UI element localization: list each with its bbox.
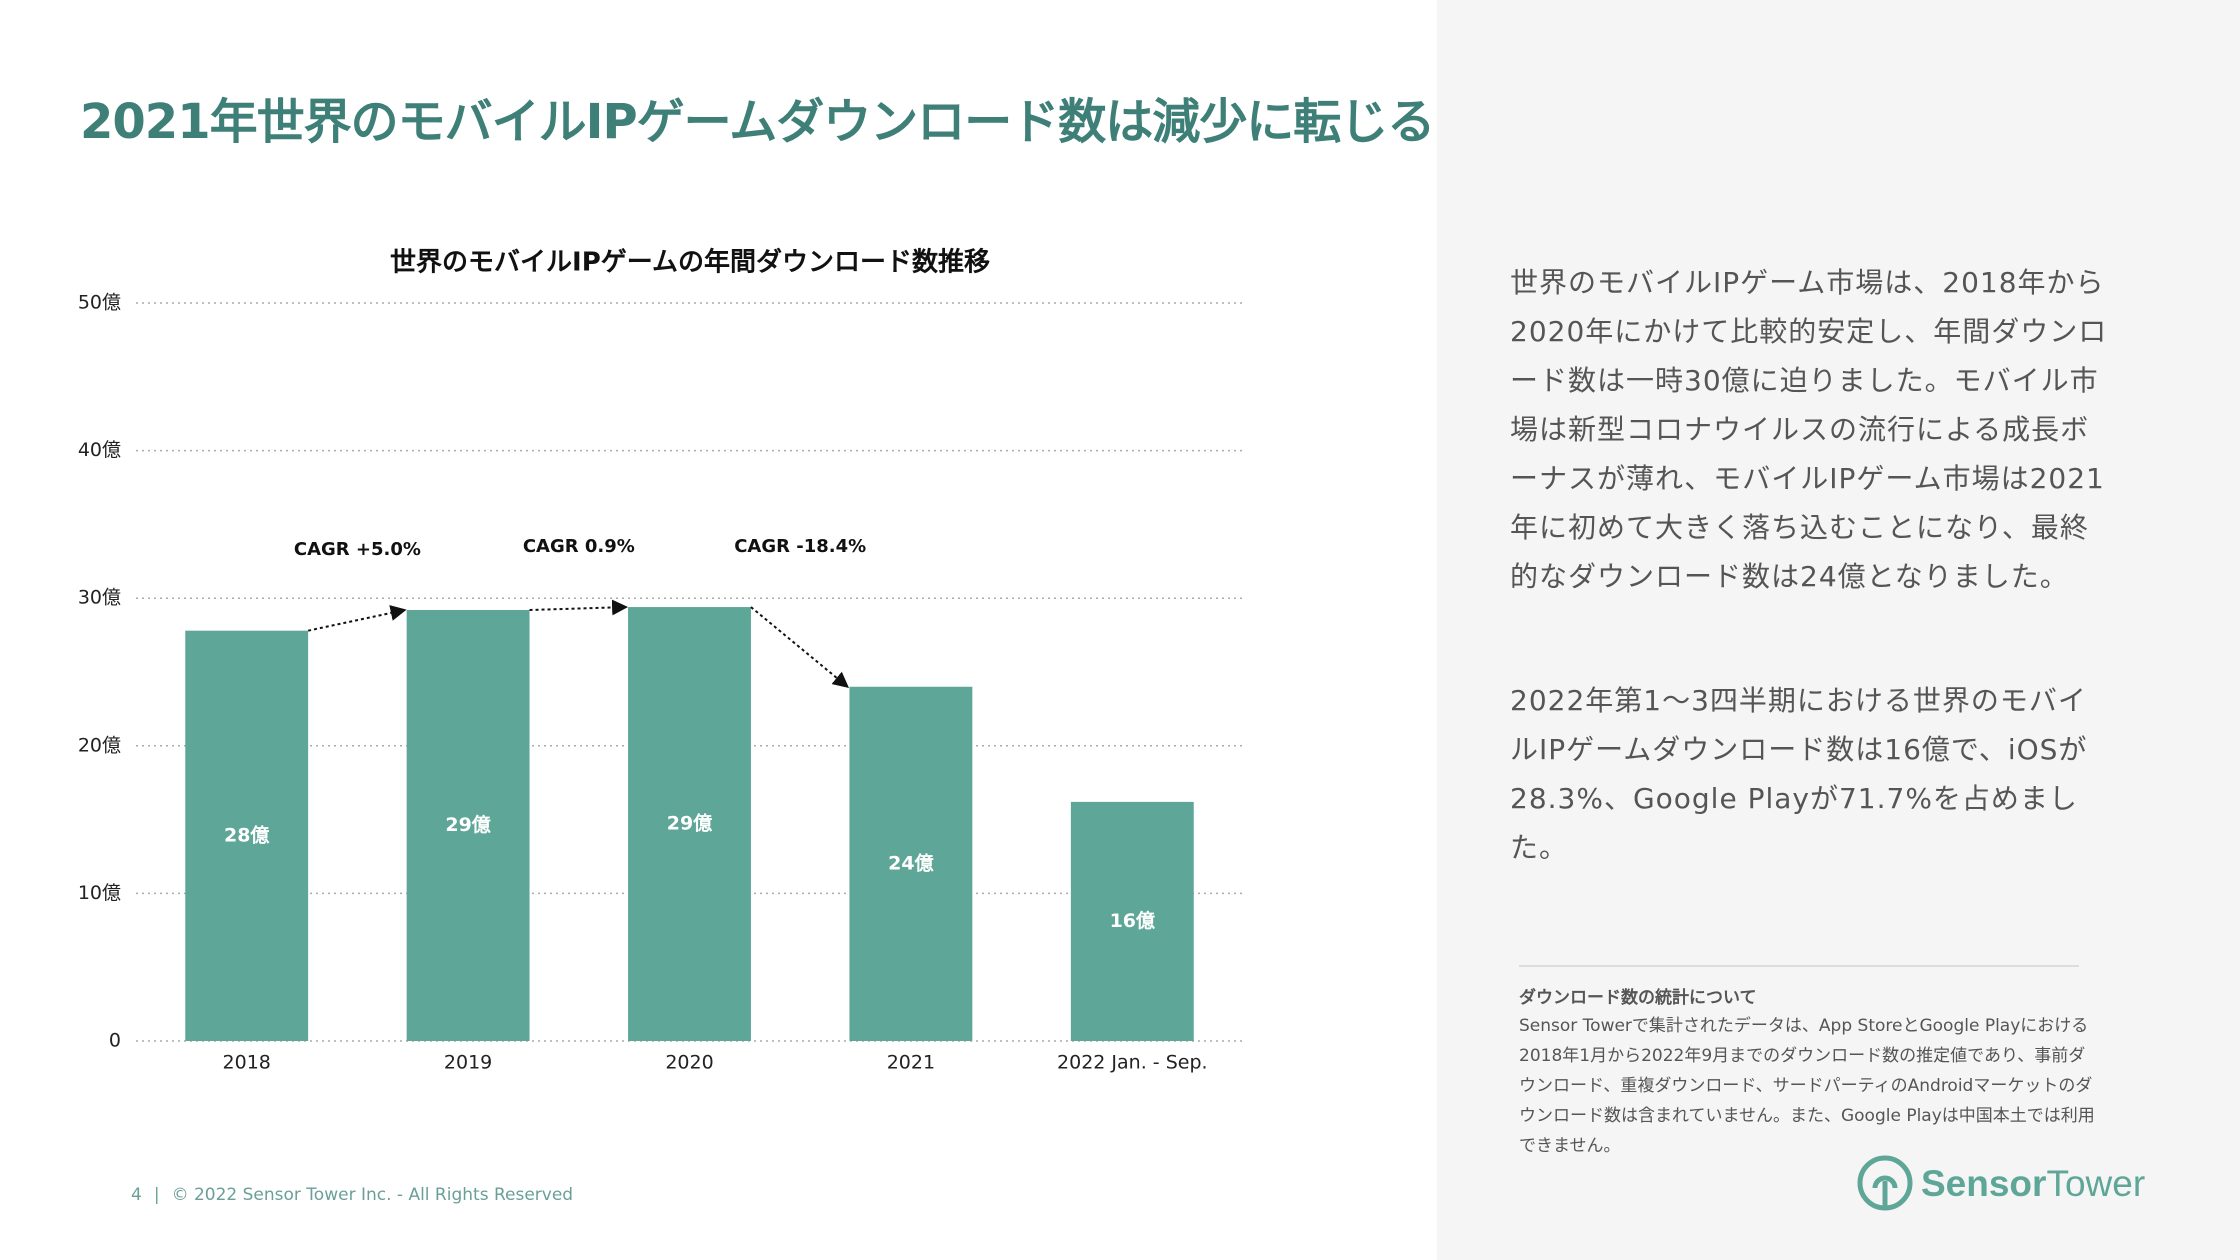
- logo-sensor: Sensor: [1921, 1163, 2046, 1204]
- chart: 世界のモバイルIPゲームの年間ダウンロード数推移 0 10億 20億 30億 40億 50…: [78, 247, 1243, 1074]
- copyright: © 2022 Sensor Tower Inc. - All Rights Re…: [171, 1185, 574, 1205]
- divider: [1519, 965, 2079, 967]
- bar: [849, 686, 973, 1041]
- y-tick-label: 50億: [78, 292, 121, 314]
- logo: SensorTower: [1857, 1155, 2145, 1211]
- y-tick-label: 30億: [78, 587, 121, 609]
- cagr-label: CAGR -18.4%: [734, 536, 866, 557]
- cagr-label: CAGR +5.0%: [294, 539, 421, 560]
- side-panel: [1437, 0, 2240, 1260]
- logo-tower: Tower: [2046, 1163, 2145, 1204]
- value-label: 29億: [667, 812, 712, 835]
- cagr-arrow: [307, 605, 407, 632]
- y-tick-label: 40億: [78, 439, 121, 461]
- bar: [406, 610, 530, 1041]
- y-tick-label: 10億: [78, 882, 121, 904]
- value-label: 24億: [888, 851, 933, 874]
- bar: [1070, 801, 1194, 1041]
- page-number: 4: [131, 1185, 142, 1205]
- logo-text: SensorTower: [1921, 1163, 2145, 1204]
- x-tick-label: 2020: [665, 1052, 713, 1074]
- y-tick-label: 0: [109, 1030, 121, 1052]
- y-tick-label: 20億: [78, 734, 121, 756]
- cagr-arrow: [529, 599, 629, 616]
- note-text: Sensor Towerで集計されたデータは、App StoreとGoogle …: [1519, 1016, 2095, 1156]
- chart-title: 世界のモバイルIPゲームの年間ダウンロード数推移: [390, 247, 990, 278]
- value-label: 16億: [1110, 909, 1155, 932]
- x-tick-label: 2019: [444, 1052, 492, 1074]
- value-label: 28億: [224, 823, 269, 846]
- bar: [628, 607, 751, 1041]
- x-tick-label: 2021: [887, 1052, 935, 1074]
- cagr-arrow: [750, 606, 850, 689]
- x-tick-label: 2022 Jan. - Sep.: [1057, 1052, 1208, 1074]
- logo-icon: [1872, 1175, 1898, 1206]
- body-paragraph: 世界のモバイルIPゲーム市場は、2018年から2020年にかけて比較的安定し、年…: [1510, 266, 2108, 593]
- footer: 4 | © 2022 Sensor Tower Inc. - All Rights …: [131, 1185, 573, 1205]
- x-tick-label: 2018: [223, 1052, 271, 1074]
- slide-title: 2021年世界のモバイルIPゲームダウンロード数は減少に転じる: [80, 94, 1435, 150]
- value-label: 29億: [445, 813, 490, 836]
- body-paragraph: 2022年第1～3四半期における世界のモバイルIPゲームダウンロード数は16億で…: [1510, 684, 2088, 864]
- footer-separator: |: [153, 1185, 160, 1205]
- logo-icon: [1857, 1155, 1913, 1211]
- cagr-label: CAGR 0.9%: [523, 536, 635, 557]
- note-title: ダウンロード数の統計について: [1519, 988, 1757, 1008]
- bar: [185, 630, 309, 1041]
